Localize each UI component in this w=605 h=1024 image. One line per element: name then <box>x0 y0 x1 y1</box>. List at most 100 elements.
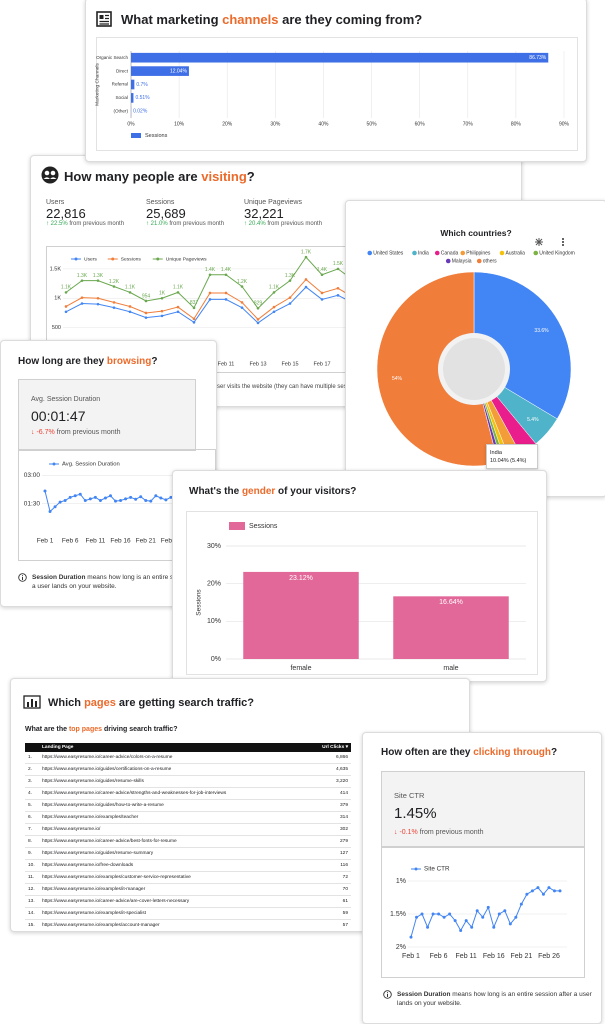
point <box>256 306 260 310</box>
y-tick-label: 30% <box>207 543 221 550</box>
category-label: Direct <box>116 68 129 73</box>
point <box>514 915 518 919</box>
table-cell: 72 <box>306 871 351 884</box>
card-title: Which pages are getting search traffic? <box>48 697 255 709</box>
point <box>541 892 545 896</box>
point <box>58 500 62 504</box>
x-tick-label: 70% <box>463 121 474 127</box>
legend-label: Sessions <box>249 523 278 530</box>
table-cell: 1. <box>25 752 39 764</box>
pie-slice <box>376 271 499 467</box>
card-title: How long are they browsing? <box>18 356 158 367</box>
x-tick-label: 20% <box>222 121 233 127</box>
table-cell: 314 <box>306 811 351 824</box>
gender-chart: 0% 10% 20% 30% 23.12% female 16.64% male Session… <box>196 522 526 672</box>
table-cell: 4,635 <box>306 763 351 776</box>
point <box>552 889 556 893</box>
value-label: 1.4K <box>205 267 216 273</box>
table-cell: https://www.easyresume.io/career-advice/… <box>39 895 307 908</box>
legend-dot <box>445 258 451 264</box>
point <box>486 905 490 909</box>
legend-dot <box>111 257 115 261</box>
point <box>108 494 112 498</box>
x-tick-label: Feb 21 <box>136 538 157 545</box>
metric-change: ↑ 22.5% from previous month <box>46 221 125 227</box>
chart-footer: ser visits the website (they can have mu… <box>217 384 373 390</box>
value-label: 1.4K <box>317 267 328 273</box>
countries-card: Which countries? 33.6% 5.4% 54% United Stat… <box>345 200 605 497</box>
table-cell: https://www.easyresume.io/examples/it-ma… <box>39 883 307 896</box>
table-cell: 12. <box>25 883 39 896</box>
table-row: 1. https://www.easyresume.io/career-advic… <box>25 752 351 764</box>
legend-dot <box>414 867 418 871</box>
point <box>160 296 164 300</box>
point <box>256 318 260 321</box>
bar <box>393 596 509 659</box>
footnote: Session Duration means how long is an en… <box>32 574 207 590</box>
point <box>43 489 47 493</box>
legend-label: Canada <box>441 250 459 256</box>
point <box>64 310 68 314</box>
table-cell: 116 <box>306 859 351 872</box>
legend-label: Sessions <box>145 133 168 139</box>
table-cell: https://www.easyresume.io/guides/how-to-… <box>39 799 307 812</box>
point <box>304 255 308 259</box>
legend-swatch <box>131 133 141 138</box>
x-tick-label: Feb 13 <box>249 361 266 367</box>
point <box>470 925 474 929</box>
value-label: 1.1K <box>125 285 136 291</box>
people-icon <box>41 166 59 184</box>
point <box>96 302 100 306</box>
table-cell: 379 <box>306 799 351 812</box>
point <box>336 294 340 297</box>
point <box>508 922 512 926</box>
x-tick-label: Feb 11 <box>218 361 235 367</box>
metric-value: 00:01:47 <box>31 408 86 424</box>
table-row: 13. https://www.easyresume.io/career-advi… <box>25 895 351 908</box>
table-row: 9. https://www.easyresume.io/guides/resum… <box>25 847 351 860</box>
value-label: 86.73% <box>529 55 547 61</box>
ctr-chart: 1% 1.5% 2% Feb 1 Feb 6 Feb 11 Feb 16 Feb 21 Feb … <box>390 866 567 960</box>
table-row: 6. https://www.easyresume.io/examples/tea… <box>25 811 351 824</box>
point <box>176 291 180 294</box>
table-cell: 414 <box>306 787 351 800</box>
x-tick-label: 40% <box>318 121 329 127</box>
legend-label: United Kingdom <box>539 250 575 256</box>
x-tick-label: 80% <box>511 121 522 127</box>
point <box>224 291 228 295</box>
x-tick-label: 0% <box>127 121 135 127</box>
value-label: 1.3K <box>93 273 104 279</box>
metric: Sessions 25,689 ↑ 21.0% from previous mont… <box>146 199 224 227</box>
header-cell[interactable]: Url Clicks ▾ <box>306 743 351 752</box>
point <box>240 306 244 309</box>
bar <box>131 79 135 90</box>
metric-change: ↑ 20.4% from previous month <box>244 221 323 227</box>
x-tick-label: Feb 17 <box>313 361 330 367</box>
table-cell: 3,220 <box>306 775 351 788</box>
value-label: 1.1K <box>173 285 184 291</box>
point <box>224 298 228 301</box>
countries-chart: 33.6% 5.4% 54% United States India Canada Phil… <box>367 250 575 467</box>
card-title: How often are they clicking through? <box>381 747 558 758</box>
slice-label: 5.4% <box>527 417 539 423</box>
chart-frame <box>186 511 538 675</box>
value-label: 0.51% <box>135 95 150 101</box>
point <box>144 299 148 303</box>
x-tick-label: female <box>290 665 311 672</box>
x-tick-label: Feb 11 <box>85 538 105 545</box>
point <box>272 310 276 314</box>
table-cell: https://www.easyresume.io/guides/resume-… <box>39 775 307 788</box>
legend-dot <box>412 250 417 256</box>
slice-label: 54% <box>392 376 403 382</box>
duration-card: How long are they browsing? Avg. Session… <box>0 340 217 607</box>
table-cell: https://www.easyresume.io/examples/teach… <box>39 811 307 824</box>
table-cell: 61 <box>306 895 351 908</box>
point <box>112 306 116 309</box>
legend-label: Philippines <box>466 250 491 256</box>
value-label: 837 <box>190 300 199 306</box>
point <box>240 301 244 304</box>
legend-dot <box>460 250 466 256</box>
legend-dot <box>476 258 482 264</box>
table-cell: 14. <box>25 907 39 920</box>
donut-hole <box>443 338 505 400</box>
